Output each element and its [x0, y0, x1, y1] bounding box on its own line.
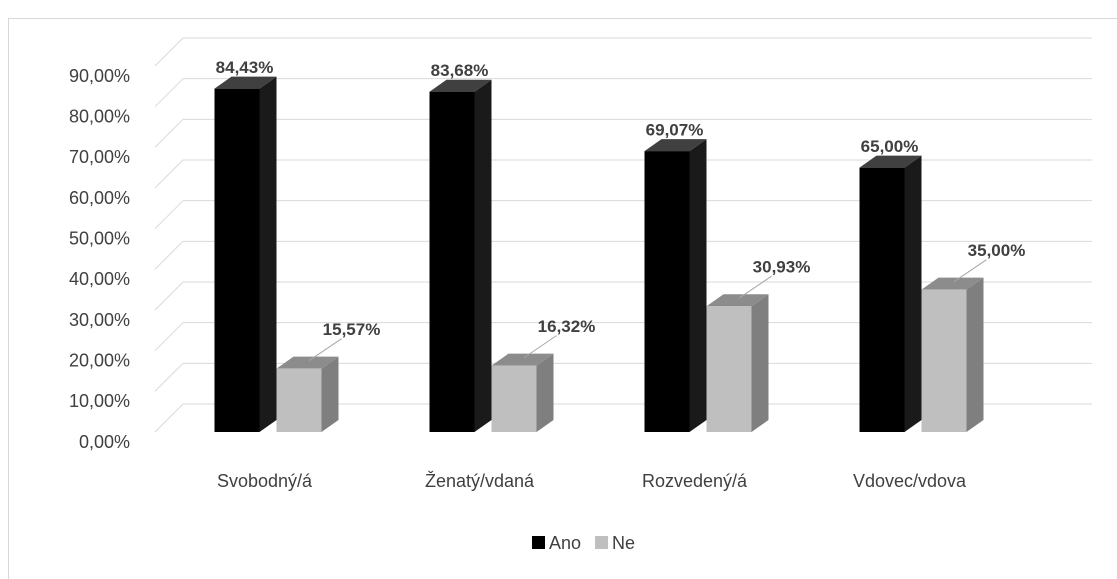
legend-label: Ne	[612, 533, 635, 553]
bar	[214, 88, 260, 432]
grid-line	[154, 200, 184, 230]
y-tick-label: 60,00%	[69, 188, 130, 208]
y-tick-label: 90,00%	[69, 66, 130, 86]
y-tick-label: 30,00%	[69, 310, 130, 330]
grid-line	[154, 159, 184, 189]
data-label: 30,93%	[753, 258, 811, 277]
data-label: 65,00%	[861, 137, 919, 156]
grid-line	[154, 240, 184, 270]
y-tick-label: 50,00%	[69, 228, 130, 248]
bar-top	[921, 277, 984, 290]
bar-top	[214, 76, 277, 89]
bar-top	[276, 356, 339, 369]
x-tick-label: Ženatý/vdaná	[425, 471, 535, 491]
bar	[859, 167, 905, 432]
grid-line	[154, 322, 184, 352]
legend-swatch	[532, 536, 545, 549]
bar	[706, 306, 752, 432]
grid-line	[154, 37, 184, 67]
data-label: 15,57%	[323, 320, 381, 339]
bar-top	[429, 79, 492, 92]
leader-line	[308, 338, 342, 362]
bar-side	[689, 139, 707, 432]
bar	[644, 151, 690, 432]
grid-line	[154, 362, 184, 392]
bar	[491, 365, 537, 432]
grid-line	[154, 281, 184, 311]
y-tick-label: 0,00%	[79, 432, 130, 452]
bar-top	[706, 294, 769, 307]
data-label: 35,00%	[968, 241, 1026, 260]
bar-side	[536, 353, 554, 432]
x-tick-label: Svobodný/á	[217, 471, 313, 491]
leader-line	[738, 275, 772, 299]
bar-top	[644, 139, 707, 152]
bar	[276, 368, 322, 432]
x-tick-label: Rozvedený/á	[642, 471, 748, 491]
data-label: 16,32%	[538, 317, 596, 336]
bar	[921, 289, 967, 432]
leader-line	[953, 259, 987, 283]
bar-side	[474, 79, 492, 433]
data-label: 83,68%	[431, 61, 489, 80]
y-tick-label: 10,00%	[69, 391, 130, 411]
bar-side	[966, 277, 984, 432]
bar-side	[321, 356, 339, 432]
y-tick-label: 70,00%	[69, 147, 130, 167]
y-tick-label: 80,00%	[69, 106, 130, 126]
bar-top	[491, 353, 554, 366]
y-tick-label: 20,00%	[69, 350, 130, 370]
grid-line	[154, 403, 184, 433]
grid-line	[154, 78, 184, 108]
x-tick-label: Vdovec/vdova	[853, 471, 967, 491]
bar-side	[904, 155, 922, 432]
data-label: 69,07%	[646, 121, 704, 140]
bar-side	[259, 76, 277, 432]
legend-swatch	[595, 536, 609, 549]
bar	[429, 91, 475, 433]
leader-line	[523, 335, 557, 359]
grid-line	[154, 118, 184, 148]
legend-label: Ano	[549, 533, 581, 553]
bar-top	[859, 155, 922, 168]
data-label: 84,43%	[216, 58, 274, 77]
bar-side	[751, 294, 769, 432]
y-tick-label: 40,00%	[69, 269, 130, 289]
